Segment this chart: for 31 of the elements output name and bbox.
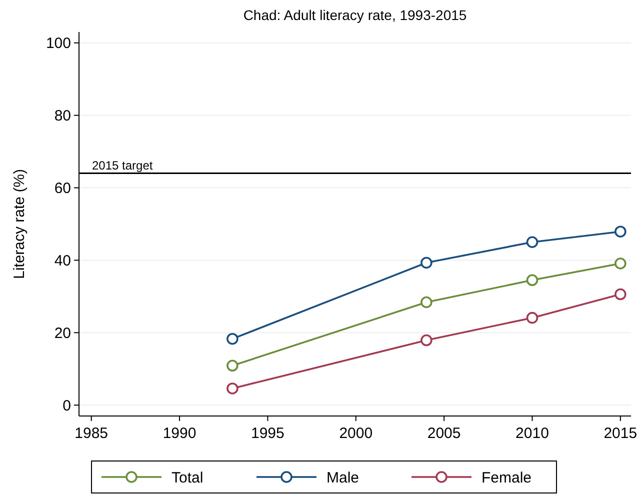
y-tick-label: 40	[54, 252, 71, 270]
y-tick-label: 80	[54, 108, 71, 125]
x-tick-label: 2015	[604, 425, 638, 442]
x-tick-label: 2000	[339, 425, 373, 442]
ref-line-label: 2015 target	[92, 158, 154, 172]
point	[226, 332, 238, 345]
point	[614, 288, 626, 300]
point	[226, 360, 238, 372]
point	[420, 334, 432, 346]
point	[526, 236, 538, 248]
legend-label: Male	[326, 469, 360, 486]
y-axis-title: Literacy rate (%)	[11, 168, 28, 280]
y-tick-label: 20	[54, 324, 71, 342]
x-tick-label: 2005	[427, 425, 461, 442]
point	[526, 312, 538, 324]
point	[614, 258, 626, 270]
x-tick-label: 1995	[251, 425, 284, 442]
x-tick-label: 1985	[74, 425, 108, 442]
point	[226, 382, 238, 394]
y-tick-label: 100	[46, 35, 71, 52]
point	[526, 274, 538, 286]
y-tick-label: 60	[54, 180, 71, 198]
point	[420, 296, 432, 308]
x-tick-label: 1990	[162, 425, 196, 442]
y-tick-label: 0	[62, 397, 71, 414]
chart-title: Chad: Adult literacy rate, 1993-2015	[243, 7, 467, 23]
point	[614, 226, 626, 238]
legend-label: Total	[172, 469, 204, 486]
x-tick-label: 2010	[516, 425, 549, 442]
legend-label: Female	[482, 469, 532, 486]
point	[420, 256, 432, 269]
